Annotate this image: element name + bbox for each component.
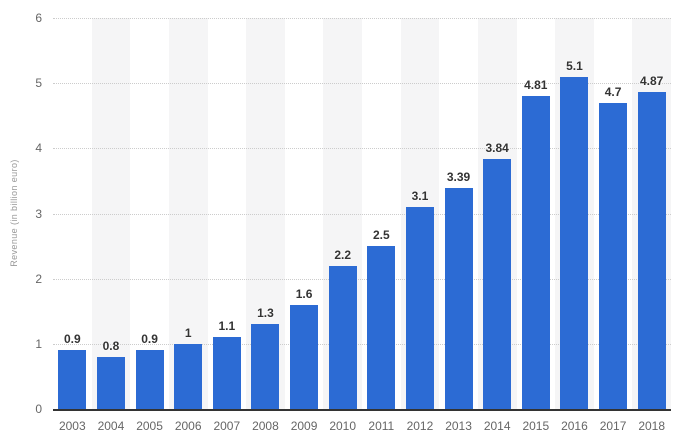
- bar-2013[interactable]: [444, 188, 473, 409]
- x-tick-label: 2015: [522, 419, 550, 433]
- x-tick-label: 2003: [58, 419, 86, 433]
- bar-value-label: 2.2: [334, 247, 352, 262]
- bar-value-label: 3.1: [411, 188, 429, 203]
- x-tick-label: 2005: [136, 419, 163, 433]
- x-tick-label: 2007: [213, 419, 241, 433]
- x-tick-label: 2014: [483, 419, 511, 433]
- gridline-5: [53, 83, 671, 85]
- y-tick-label: 0: [35, 402, 42, 416]
- y-tick-label: 3: [35, 206, 42, 221]
- bar-value-label: 0.8: [102, 338, 120, 353]
- bar-value-label: 3.84: [485, 140, 509, 155]
- bar-value-label: 1.6: [295, 286, 313, 301]
- y-tick-label: 1: [35, 336, 42, 351]
- bar-2011[interactable]: [367, 246, 396, 409]
- bar-value-label: 0.9: [141, 332, 158, 347]
- x-tick-label: 2004: [97, 419, 125, 433]
- bar-value-label: 5.1: [566, 58, 583, 73]
- gridline-1: [53, 343, 671, 345]
- y-tick-label: 5: [35, 76, 42, 91]
- gridline-6: [53, 18, 671, 19]
- bar-value-label: 1: [184, 325, 192, 340]
- bar-2012[interactable]: [405, 206, 434, 409]
- bar-2010[interactable]: [328, 265, 357, 409]
- bar-2006[interactable]: [174, 343, 203, 409]
- gridline-3: [53, 213, 671, 215]
- bar-2017[interactable]: [599, 102, 628, 409]
- x-tick-label: 2018: [638, 419, 666, 433]
- y-tick-label: 2: [35, 271, 42, 286]
- x-tick-label: 2017: [599, 419, 627, 433]
- x-tick-label: 2010: [329, 419, 357, 433]
- bar-2007[interactable]: [212, 337, 241, 409]
- bar-value-label: 3.39: [446, 170, 471, 185]
- gridline-2: [53, 278, 671, 280]
- bar-value-label: 1.3: [257, 306, 274, 321]
- bar-2003[interactable]: [58, 350, 87, 409]
- y-tick-label: 4: [35, 141, 42, 156]
- bar-2005[interactable]: [135, 350, 164, 409]
- bar-value-label: 4.87: [640, 73, 664, 88]
- x-tick-label: 2006: [174, 419, 202, 433]
- bar-2008[interactable]: [251, 324, 280, 409]
- bar-value-label: 4.81: [524, 77, 548, 92]
- x-tick-label: 2011: [368, 419, 395, 433]
- bar-2009[interactable]: [290, 304, 319, 409]
- x-tick-label: 2012: [406, 419, 434, 433]
- bar-value-label: 1.1: [218, 319, 236, 334]
- bar-2015[interactable]: [521, 95, 550, 409]
- bar-value-label: 0.9: [63, 332, 81, 347]
- bar-2004[interactable]: [96, 356, 125, 409]
- gridline-4: [53, 148, 671, 150]
- bar-value-label: 4.7: [604, 84, 622, 99]
- y-tick-label: 6: [35, 11, 42, 25]
- x-tick-label: 2013: [445, 419, 472, 433]
- bar-value-label: 2.5: [372, 228, 390, 243]
- bar-2018[interactable]: [637, 91, 666, 409]
- bar-2016[interactable]: [560, 76, 589, 409]
- plot-area: 0.9 0.8 0.9 1 1.1 1.3 1.6 2.2 2.5 3.1 3.39 3.84 4.81…: [53, 18, 671, 411]
- x-tick-label: 2008: [252, 419, 279, 433]
- bar-2014[interactable]: [483, 158, 512, 409]
- x-tick-label: 2016: [561, 419, 588, 433]
- x-tick-label: 2009: [290, 419, 318, 433]
